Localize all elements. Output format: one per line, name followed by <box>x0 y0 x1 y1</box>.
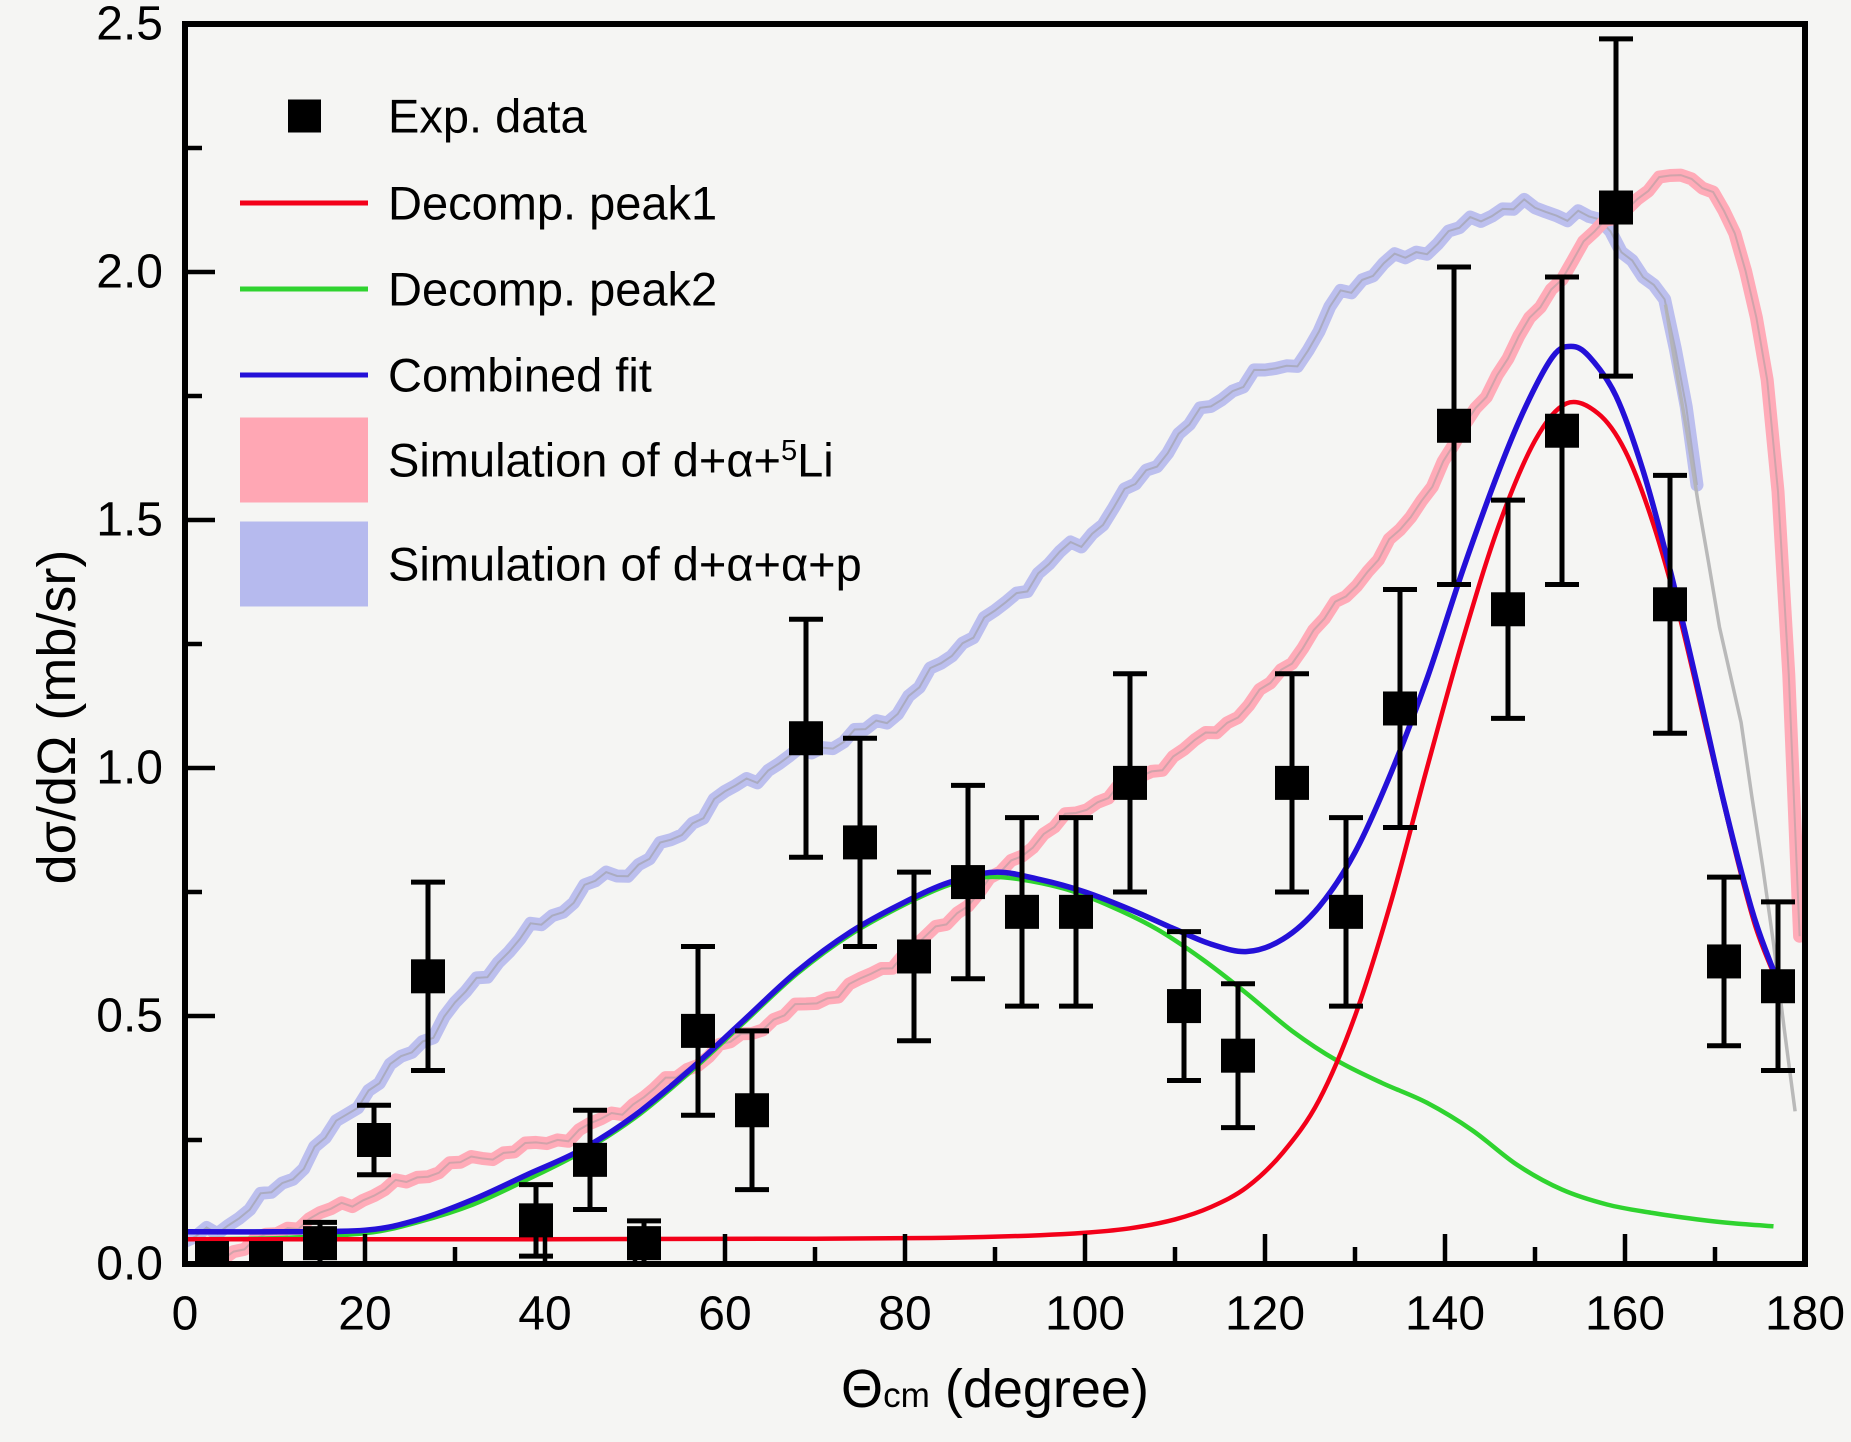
sim-aap-band-swatch <box>240 521 368 607</box>
y-tick-label: 2.0 <box>96 246 163 299</box>
exp-point <box>1329 815 1363 1009</box>
exp-point <box>735 1028 769 1193</box>
exp-point <box>1707 874 1741 1049</box>
exp-data-marker-icon <box>287 99 321 133</box>
exp-point <box>195 1241 229 1264</box>
legend-label-exp-data: Exp. data <box>388 89 587 143</box>
x-tick-label: 160 <box>1585 1288 1665 1341</box>
exp-point <box>681 944 715 1118</box>
legend-item-peak1: Decomp. peak1 <box>240 180 717 227</box>
x-tick-label: 60 <box>698 1288 751 1341</box>
sim-aap-tail-line <box>1663 304 1797 1112</box>
legend-item-peak2: Decomp. peak2 <box>240 266 717 313</box>
exp-point <box>1545 274 1579 587</box>
axes-frame: 0 20 40 60 80 100 120 140 160 180 0.0 0.5 1.0 1.5 2.0 2… <box>96 0 1845 1341</box>
exp-point <box>1761 899 1795 1074</box>
combined-line-icon <box>240 372 368 378</box>
legend-item-combined: Combined fit <box>240 352 652 399</box>
exp-point <box>1383 586 1417 831</box>
exp-point <box>1221 981 1255 1131</box>
exp-point <box>1599 36 1633 379</box>
exp-point <box>897 869 931 1044</box>
x-tick-label: 0 <box>172 1288 199 1341</box>
x-tick-label: 140 <box>1405 1288 1485 1341</box>
sim-li5-band-swatch <box>240 417 368 503</box>
x-tick-label: 120 <box>1225 1288 1305 1341</box>
exp-point <box>411 879 445 1074</box>
y-axis-title: dσ/dΩ (mb/sr) <box>27 549 87 885</box>
decomp-peak2-curve <box>185 874 1774 1242</box>
simulation-bands <box>185 168 1805 1264</box>
x-tick-label: 20 <box>338 1288 391 1341</box>
legend-item-sim-li5: Simulation of d+α+5Li <box>240 417 834 503</box>
combined-fit-curve <box>185 343 1786 1235</box>
sim-aap-band-centerline <box>185 198 1698 1243</box>
exp-point <box>1491 497 1525 721</box>
exp-point <box>1005 815 1039 1009</box>
exp-point <box>303 1219 337 1264</box>
peak2-line-icon <box>240 286 368 292</box>
sim-li5-band <box>205 168 1805 1264</box>
exp-point <box>1167 929 1201 1083</box>
y-tick-label: 1.5 <box>96 494 163 547</box>
x-axis-title: Θcm (degree) <box>841 1359 1149 1419</box>
legend-item-exp-data: Exp. data <box>240 93 587 140</box>
exp-point <box>1059 815 1093 1009</box>
legend-item-sim-aap: Simulation of d+α+α+p <box>240 521 862 607</box>
exp-point <box>1437 264 1471 587</box>
legend-label-peak1: Decomp. peak1 <box>388 176 718 230</box>
y-tick-label: 0.5 <box>96 990 163 1043</box>
legend-label-sim-li5: Simulation of d+α+5Li <box>388 433 834 487</box>
x-tick-label: 80 <box>878 1288 931 1341</box>
exp-point <box>789 616 823 860</box>
x-tick-label: 180 <box>1765 1288 1845 1341</box>
exp-point <box>573 1107 607 1212</box>
exp-point <box>1113 671 1147 895</box>
exp-point <box>249 1241 283 1264</box>
y-tick-label: 2.5 <box>96 0 163 51</box>
y-tick-label: 1.0 <box>96 742 163 795</box>
exp-point <box>357 1102 391 1178</box>
exp-point <box>1653 472 1687 736</box>
exp-point <box>951 782 985 982</box>
exp-point <box>1275 671 1309 895</box>
exp-data-points <box>195 36 1795 1264</box>
exp-point <box>627 1218 661 1264</box>
sim-li5-band-centerline <box>211 174 1801 1261</box>
legend-label-peak2: Decomp. peak2 <box>388 262 718 316</box>
legend-label-combined: Combined fit <box>388 348 652 402</box>
y-tick-label: 0.0 <box>96 1238 163 1291</box>
exp-point <box>519 1182 553 1259</box>
exp-point <box>843 735 877 950</box>
x-tick-label: 40 <box>518 1288 571 1341</box>
peak1-line-icon <box>240 200 368 206</box>
legend-label-sim-aap: Simulation of d+α+α+p <box>388 537 862 591</box>
x-tick-label: 100 <box>1045 1288 1125 1341</box>
